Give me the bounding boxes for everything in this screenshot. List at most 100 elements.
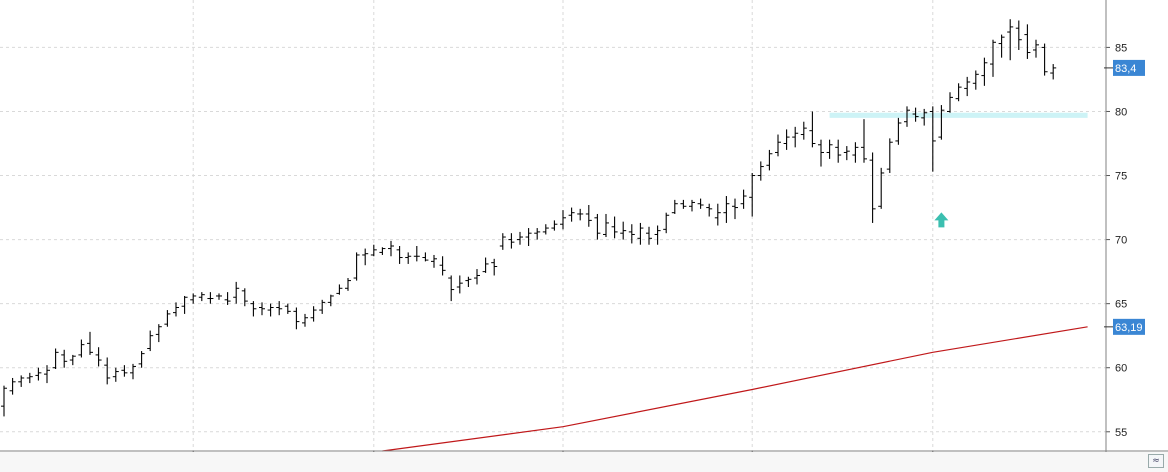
y-tick-label: 55 <box>1115 427 1127 439</box>
ohlc-bar <box>87 331 93 355</box>
ohlc-bar <box>1015 20 1022 50</box>
ohlc-bar <box>585 205 592 227</box>
ohlc-bar <box>259 302 265 316</box>
ohlc-bar <box>534 228 541 240</box>
ohlc-bar <box>1 385 7 417</box>
ohlc-bar <box>276 301 283 316</box>
ohlc-bar <box>327 294 334 307</box>
ohlc-bar <box>757 161 764 181</box>
ohlc-bar <box>69 354 76 366</box>
ohlc-bar <box>1007 19 1014 61</box>
ohlc-bar <box>809 111 816 148</box>
ohlc-bar <box>671 199 678 214</box>
ohlc-bar <box>912 107 919 122</box>
ohlc-bar <box>1050 64 1057 80</box>
ohlc-bar <box>542 224 549 235</box>
ohlc-bar <box>216 293 222 300</box>
ohlc-bar <box>482 257 489 273</box>
moving-average-line <box>382 326 1088 452</box>
ohlc-bar <box>714 203 721 226</box>
ohlc-bar <box>577 208 584 221</box>
ohlc-bar <box>560 210 566 230</box>
ohlc-bar <box>491 258 498 276</box>
ohlc-bar <box>78 339 85 358</box>
ohlc-bar <box>138 351 145 368</box>
ohlc-bar <box>508 233 515 249</box>
ohlc-bar <box>921 108 928 126</box>
ohlc-bar <box>886 138 893 173</box>
ohlc-bar <box>818 139 824 167</box>
price-tag-label: 63,19 <box>1115 322 1143 334</box>
ohlc-bar <box>1033 39 1039 58</box>
ohlc-bar <box>972 70 979 90</box>
ohlc-bar <box>551 220 558 231</box>
price-tag-box <box>1113 59 1145 76</box>
ohlc-bar <box>370 244 377 257</box>
ohlc-bar <box>964 76 971 97</box>
ohlc-bar <box>61 349 68 368</box>
up-arrow-icon <box>934 212 949 228</box>
ohlc-bar <box>345 278 351 291</box>
ohlc-bar <box>190 293 197 304</box>
ohlc-bar <box>766 149 773 171</box>
y-tick-label: 70 <box>1115 235 1127 247</box>
ohlc-bar <box>422 252 429 262</box>
ohlc-bar <box>155 324 162 343</box>
ohlc-bar <box>878 167 885 209</box>
ohlc-bar <box>336 284 343 295</box>
ohlc-bar <box>388 240 394 257</box>
ohlc-bar <box>732 198 738 220</box>
ohlc-bar <box>525 228 532 246</box>
ohlc-bar <box>130 363 136 380</box>
ohlc-bar <box>26 372 33 384</box>
resistance-band-layer <box>829 112 1088 118</box>
ohlc-bar <box>207 292 214 304</box>
ohlc-bar <box>353 252 360 281</box>
ohlc-bar <box>198 292 205 302</box>
ohlc-bar <box>792 126 799 148</box>
ohlc-bar <box>448 275 455 302</box>
ohlc-bar <box>998 34 1005 58</box>
ohlc-bar <box>52 348 59 369</box>
ohlc-bar <box>499 233 506 250</box>
chart-switch-button[interactable]: ≈ <box>1148 454 1164 468</box>
y-tick-label: 80 <box>1115 106 1127 118</box>
ohlc-bar <box>895 117 902 145</box>
ohlc-bar <box>947 92 953 113</box>
ohlc-bar <box>697 198 704 209</box>
ohlc-bar <box>379 247 386 255</box>
ohlc-bar <box>646 226 652 245</box>
ohlc-bar <box>723 196 730 223</box>
ohlc-bars-layer <box>1 19 1057 417</box>
ohlc-bar <box>224 292 231 305</box>
ohlc-bar <box>852 142 859 163</box>
ohlc-bar <box>181 295 188 314</box>
ohlc-bar <box>869 152 876 223</box>
chart-switch-icon: ≈ <box>1152 456 1160 466</box>
y-tick-label: 60 <box>1115 363 1127 375</box>
y-tick-label: 85 <box>1115 42 1127 54</box>
ohlc-bar <box>929 106 936 172</box>
price-tags-layer: 83,4 63,19 <box>1104 59 1145 335</box>
ohlc-bar <box>362 248 369 266</box>
x-axis-strip <box>0 452 1168 472</box>
ohlc-bar <box>861 119 867 163</box>
ohlc-bar <box>603 213 609 238</box>
ohlc-bar <box>981 57 988 86</box>
ohlc-bar <box>35 367 42 381</box>
ohlc-bar <box>904 106 910 127</box>
ohlc-bar <box>250 301 257 317</box>
grid-lines <box>0 0 1106 451</box>
ohlc-bar <box>654 225 661 245</box>
price-tag-box <box>1113 318 1145 335</box>
ohlc-bar <box>173 302 179 317</box>
ohlc-bar <box>44 365 50 384</box>
ohlc-bar <box>990 39 996 77</box>
ohlc-bar <box>775 134 781 157</box>
ohlc-bar <box>740 189 747 209</box>
ohlc-bar <box>439 256 446 276</box>
ohlc-bar <box>241 288 248 307</box>
